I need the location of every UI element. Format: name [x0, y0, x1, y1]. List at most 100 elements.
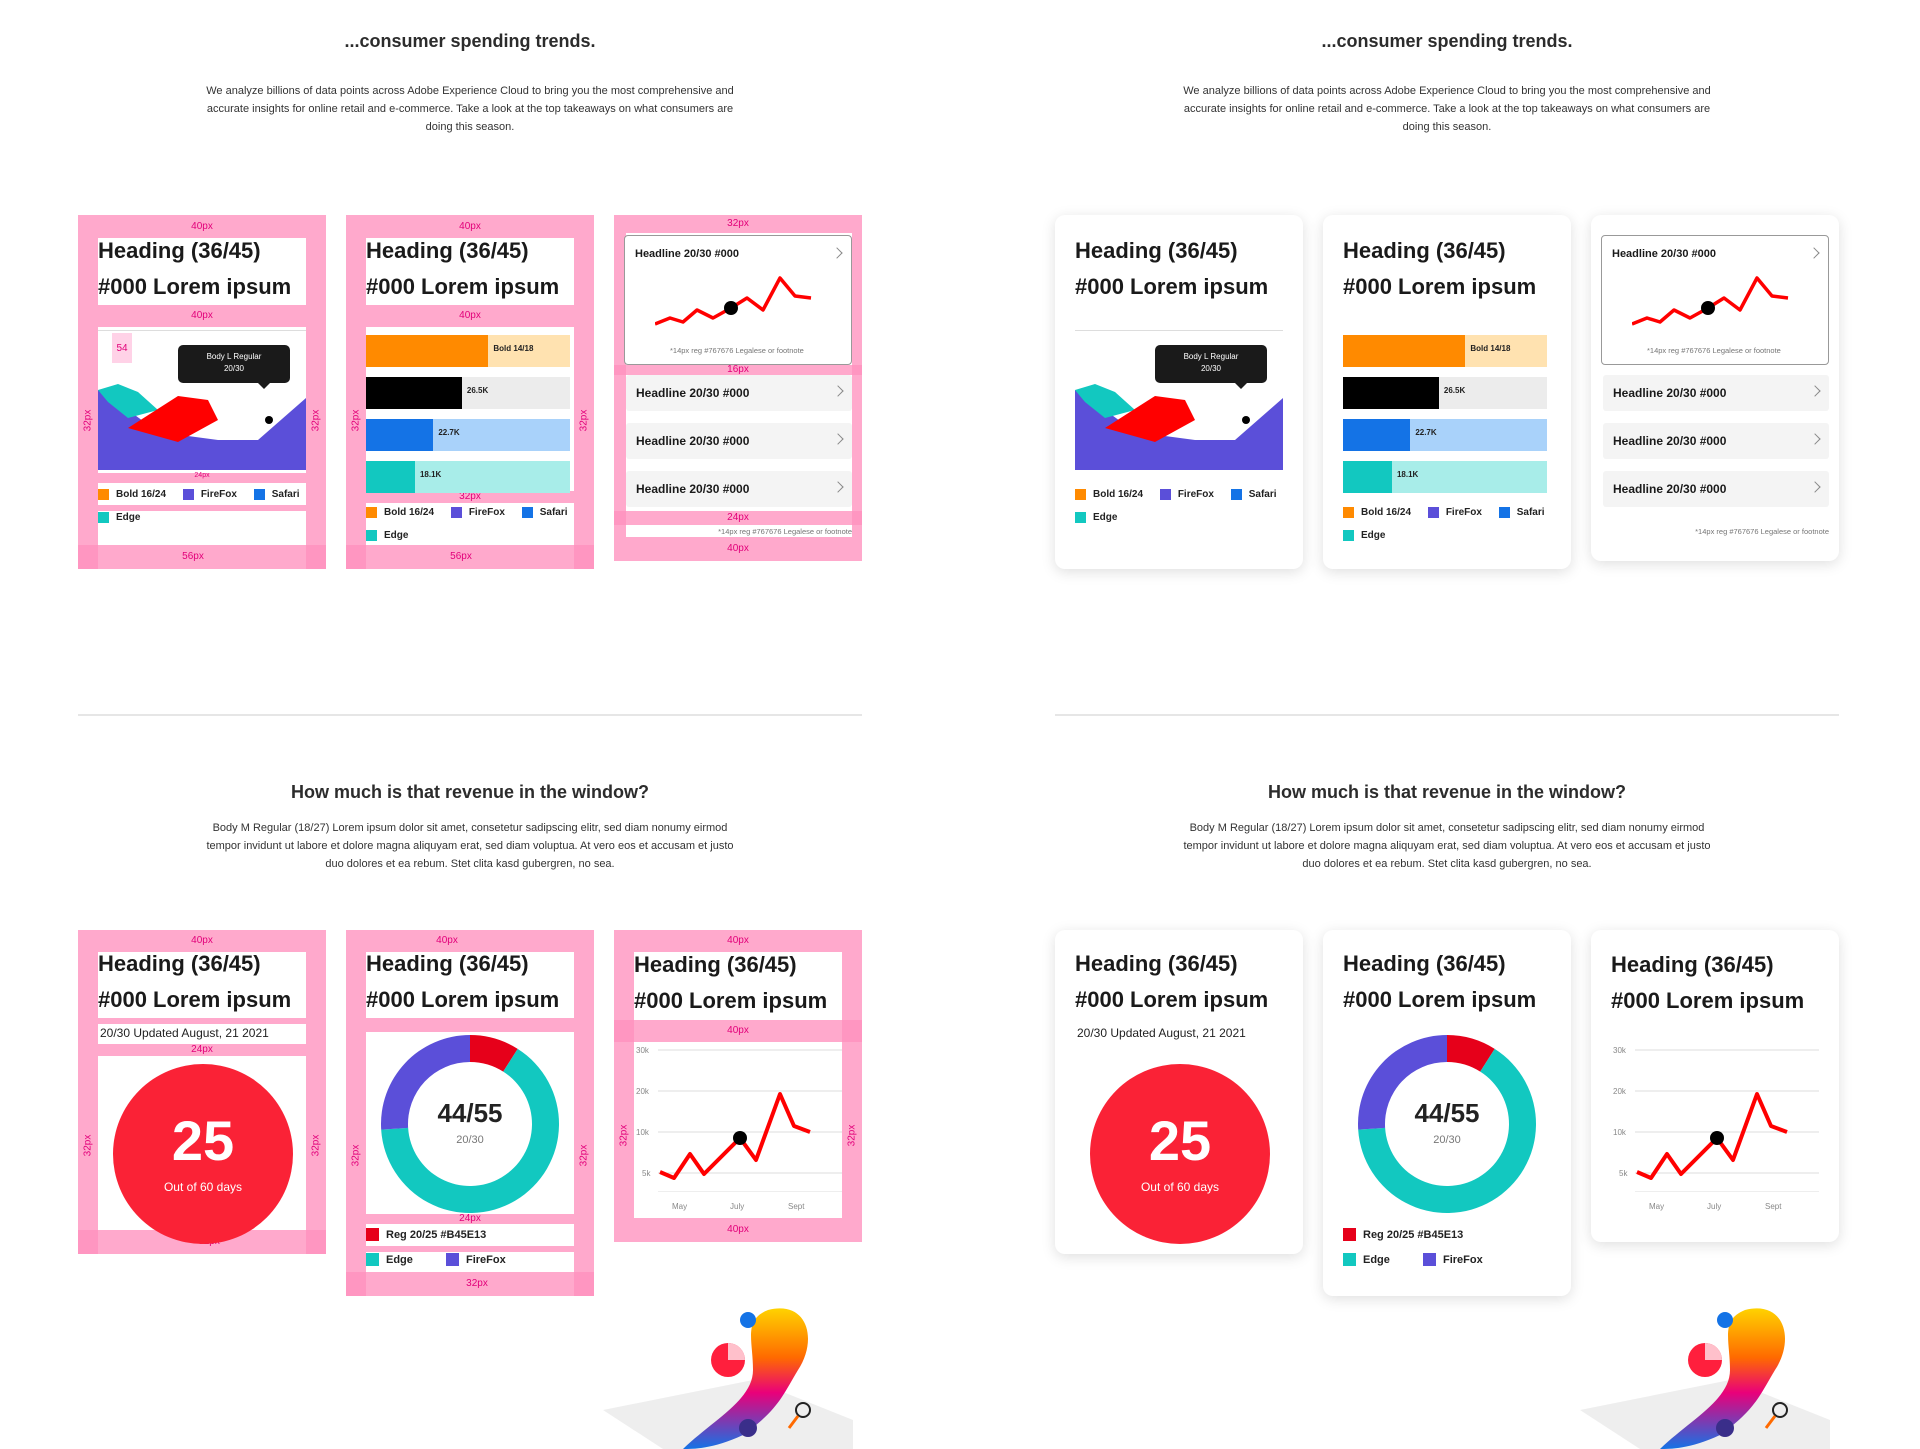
spacing-label: 40px	[727, 1025, 749, 1036]
list-item[interactable]: Headline 20/30 #000	[626, 423, 852, 459]
illustration-blue-dot	[740, 1312, 756, 1328]
legend-label: Edge	[386, 1253, 413, 1266]
spacing-overlay	[614, 365, 862, 375]
legend-item: Edge	[366, 1253, 413, 1266]
spacing-overlay	[98, 1044, 306, 1056]
list-item[interactable]: Headline 20/30 #000	[626, 375, 852, 411]
line-marker	[1710, 1131, 1724, 1145]
spacing-label: 40px	[727, 543, 749, 554]
chevron-right-icon	[832, 433, 844, 445]
legend-label: Safari	[1248, 489, 1277, 500]
legend-swatch	[445, 1253, 459, 1266]
illustration-swirl	[1660, 1308, 1785, 1449]
card-heading-line1: Heading (36/45)	[366, 238, 529, 263]
legend-label: Edge	[384, 530, 409, 541]
bar-fill	[366, 377, 462, 409]
bar-row: Bold 14/18	[1343, 335, 1547, 367]
spacing-label: 32px	[618, 1124, 630, 1147]
bar-label: 26.5K	[1443, 386, 1466, 395]
y-tick-label: 20k	[1613, 1087, 1626, 1096]
chevron-right-icon	[1809, 481, 1821, 493]
y-tick-label: 20k	[636, 1087, 649, 1096]
card-heading-line1: Heading (36/45)	[1075, 238, 1238, 263]
list-footnote: *14px reg #767676 Legalese or footnote	[1695, 527, 1829, 536]
spacing-label: 40px	[727, 935, 749, 946]
legend-swatch	[1427, 507, 1439, 518]
chart-tooltip: Body L Regular 20/30	[1155, 345, 1267, 389]
donut-subtitle: 20/30	[456, 1134, 484, 1146]
card-heading-line2: #000 Lorem ipsum	[1611, 988, 1805, 1013]
magnifier-handle	[787, 1415, 800, 1429]
chevron-right-icon	[1808, 247, 1820, 259]
x-tick-label: May	[672, 1202, 688, 1211]
list-item[interactable]: Headline 20/30 #000	[1603, 423, 1829, 459]
spacing-overlay	[614, 233, 626, 537]
x-tick-label: Sept	[1765, 1202, 1782, 1211]
legend-swatch	[521, 507, 533, 518]
spacing-overlay	[614, 537, 862, 561]
legend-swatch	[366, 530, 377, 541]
legend-swatch	[1498, 507, 1510, 518]
spacing-label: 40px	[459, 310, 481, 321]
donut-segment	[381, 1035, 470, 1130]
bar-label: Bold 14/18	[1470, 344, 1511, 353]
chart-legend: Bold 16/24 FireFox Safari Edge	[1075, 489, 1295, 535]
tooltip-line2: 20/30	[223, 364, 245, 373]
donut-subtitle: 20/30	[1433, 1134, 1461, 1146]
legend-label: FireFox	[1177, 489, 1214, 500]
illustration-swirl	[683, 1308, 808, 1449]
spacing-overlay	[346, 545, 594, 569]
x-tick-label: Sept	[788, 1202, 805, 1211]
spacing-overlay	[614, 952, 634, 1218]
section-divider	[78, 714, 862, 716]
legend-label: Edge	[116, 512, 141, 523]
list-item[interactable]: Headline 20/30 #000	[1603, 471, 1829, 507]
stat-circle: 25 Out of 60 days	[113, 1064, 293, 1244]
bar-row: 26.5K	[1343, 377, 1547, 409]
card-heading-line2: #000 Lorem ipsum	[1075, 274, 1269, 299]
line-chart	[1635, 1049, 1819, 1192]
donut-value: 44/55	[1414, 1098, 1480, 1128]
spacing-overlay	[366, 305, 574, 327]
featured-footnote: *14px reg #767676 Legalese or footnote	[670, 346, 804, 355]
spacing-label: 24px	[727, 512, 749, 523]
bar-fill	[1343, 419, 1411, 451]
spacing-label: 32px	[350, 409, 362, 432]
spacing-overlay	[614, 511, 862, 525]
legend-swatch	[1343, 530, 1354, 541]
list-item-label: Headline 20/30 #000	[1613, 482, 1727, 496]
list-item[interactable]: Headline 20/30 #000	[626, 471, 852, 507]
section-title-spending: ...consumer spending trends.	[1321, 31, 1573, 51]
spacing-overlay	[574, 238, 594, 569]
card-heading-line1: Heading (36/45)	[1075, 951, 1238, 976]
legend-item: Bold 16/24	[1343, 507, 1411, 518]
area-chart-card: Heading (36/45) #000 Lorem ipsum Body L …	[1055, 215, 1303, 569]
spacing-label: 40px	[191, 935, 213, 946]
legend-item: Edge	[1075, 512, 1117, 523]
spacing-overlay	[366, 491, 574, 503]
legend-label: Bold 16/24	[1361, 507, 1412, 518]
featured-list-item[interactable]: Headline 20/30 #000 *14px reg #767676 Le…	[624, 235, 852, 365]
legend-label: FireFox	[468, 507, 505, 518]
legend-swatch	[1075, 512, 1086, 523]
card-heading-line2: #000 Lorem ipsum	[634, 988, 828, 1013]
card-heading-line2: #000 Lorem ipsum	[366, 274, 560, 299]
spacing-label: 32px	[578, 409, 590, 432]
featured-list-item[interactable]: Headline 20/30 #000 *14px reg #767676 Le…	[1601, 235, 1829, 365]
legend-label: Edge	[1363, 1253, 1390, 1266]
legend-item: Edge	[366, 530, 408, 541]
line-series	[659, 1092, 811, 1180]
spacing-label: 32px	[310, 409, 322, 432]
bar-row: 18.1K	[1343, 461, 1547, 493]
area-series-red	[128, 396, 218, 442]
legend-swatch	[366, 507, 377, 518]
chart-legend: Bold 16/24 FireFox Safari Edge	[98, 489, 318, 535]
legend-item: FireFox	[445, 1253, 506, 1266]
decorative-illustration	[1580, 1308, 1830, 1449]
chevron-right-icon	[1809, 385, 1821, 397]
chart-legend: Bold 16/24 FireFox Safari Edge	[1343, 507, 1563, 553]
list-item[interactable]: Headline 20/30 #000	[1603, 375, 1829, 411]
spacing-overlay	[346, 238, 366, 569]
legend-label: Safari	[539, 507, 568, 518]
spacing-label: 32px	[82, 1134, 94, 1157]
